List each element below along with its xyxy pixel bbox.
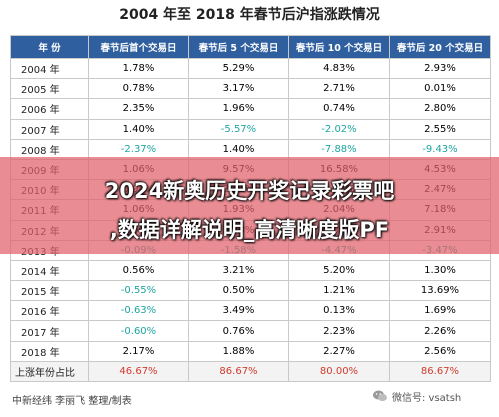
- day10-cell: 2.71%: [288, 78, 390, 100]
- day20-cell: 1.69%: [389, 300, 491, 322]
- day10-cell: 2.23%: [288, 320, 390, 342]
- day20-cell: 2.56%: [389, 340, 491, 362]
- summary-day1: 46.67%: [88, 360, 189, 383]
- year-cell: 2016 年: [10, 300, 89, 322]
- day1-cell: -0.55%: [88, 280, 189, 302]
- summary-day5: 86.67%: [188, 360, 289, 383]
- table-row: 2018 年 2.17% 1.88% 2.27% 2.56%: [10, 340, 491, 362]
- header-year: 年 份: [10, 35, 89, 59]
- day5-cell: 0.76%: [188, 320, 289, 342]
- table-row: 2017 年 -0.60% 0.76% 2.23% 2.26%: [10, 320, 491, 342]
- table-row: 2006 年 2.35% 1.96% 0.74% 2.80%: [10, 98, 491, 120]
- footer-credit: 中新经纬 李丽飞 整理/制表: [12, 396, 132, 407]
- table-row: 2004 年 1.78% 5.29% 4.83% 2.93%: [10, 57, 491, 80]
- day5-cell: 1.88%: [188, 340, 289, 362]
- table-row: 2014 年 0.56% 3.21% 5.20% 1.30%: [10, 259, 491, 282]
- day10-cell: 0.13%: [288, 300, 390, 322]
- table-row: 2016 年 -0.63% 3.49% 0.13% 1.69%: [10, 300, 491, 322]
- wechat-icon: [373, 390, 387, 402]
- table-row: 2015 年 -0.55% 0.50% 1.21% 13.69%: [10, 280, 491, 302]
- watermark-text: 微信号: vsatsh: [392, 392, 462, 404]
- header-day10: 春节后 10 个交易日: [288, 35, 390, 59]
- summary-day20: 86.67%: [389, 360, 491, 383]
- day20-cell: 1.30%: [389, 259, 491, 282]
- day1-cell: 1.40%: [88, 118, 189, 140]
- day1-cell: 2.35%: [88, 98, 189, 120]
- year-cell: 2007 年: [10, 118, 89, 140]
- overlay-text-line1: 2024新奥历史开奖记录彩票吧: [104, 179, 395, 203]
- table-title: 2004 年至 2018 年春节后沪指涨跌情况: [119, 7, 380, 23]
- day10-cell: -2.02%: [288, 118, 390, 140]
- overlay-text-line2: ,数据详解说明_高清晰度版PF: [109, 218, 390, 242]
- day20-cell: 2.93%: [389, 57, 491, 80]
- year-cell: 2015 年: [10, 280, 89, 302]
- day1-cell: 2.17%: [88, 340, 189, 362]
- table-row: 2007 年 1.40% -5.57% -2.02% 2.55%: [10, 118, 491, 140]
- day10-cell: 2.27%: [288, 340, 390, 362]
- year-cell: 2004 年: [10, 57, 89, 80]
- header-day1: 春节后首个交易日: [88, 35, 189, 59]
- day20-cell: 0.01%: [389, 78, 491, 100]
- summary-row: 上涨年份占比 46.67% 86.67% 80.00% 86.67%: [10, 360, 491, 383]
- watermark: 微信号: vsatsh: [372, 388, 461, 404]
- day1-cell: -0.63%: [88, 300, 189, 322]
- year-cell: 2017 年: [10, 320, 89, 342]
- day10-cell: 0.74%: [288, 98, 390, 120]
- day5-cell: 3.21%: [188, 259, 289, 282]
- day20-cell: 2.55%: [389, 118, 491, 140]
- header-row: 年 份 春节后首个交易日 春节后 5 个交易日 春节后 10 个交易日 春节后 …: [10, 35, 491, 59]
- day1-cell: -0.60%: [88, 320, 189, 342]
- day1-cell: 0.78%: [88, 78, 189, 100]
- day10-cell: 5.20%: [288, 259, 390, 282]
- day20-cell: 2.26%: [389, 320, 491, 342]
- year-cell: 2014 年: [10, 259, 89, 282]
- day5-cell: -5.57%: [188, 118, 289, 140]
- day1-cell: 1.78%: [88, 57, 189, 80]
- overlay-band: [0, 157, 499, 254]
- day10-cell: 1.21%: [288, 280, 390, 302]
- day5-cell: 1.96%: [188, 98, 289, 120]
- year-cell: 2005 年: [10, 78, 89, 100]
- day5-cell: 0.50%: [188, 280, 289, 302]
- summary-label: 上涨年份占比: [10, 360, 89, 383]
- table-row: 2008 年 -2.37% 1.40% -7.88% -9.43%: [10, 138, 491, 160]
- year-cell: 2006 年: [10, 98, 89, 120]
- day1-cell: 0.56%: [88, 259, 189, 282]
- year-cell: 2018 年: [10, 340, 89, 362]
- summary-day10: 80.00%: [288, 360, 390, 383]
- day10-cell: 4.83%: [288, 57, 390, 80]
- day20-cell: 2.80%: [389, 98, 491, 120]
- header-day20: 春节后 20 个交易日: [389, 35, 491, 59]
- day5-cell: 3.17%: [188, 78, 289, 100]
- day20-cell: 13.69%: [389, 280, 491, 302]
- table-row: 2005 年 0.78% 3.17% 2.71% 0.01%: [10, 78, 491, 100]
- day5-cell: 3.49%: [188, 300, 289, 322]
- day5-cell: 5.29%: [188, 57, 289, 80]
- header-day5: 春节后 5 个交易日: [188, 35, 289, 59]
